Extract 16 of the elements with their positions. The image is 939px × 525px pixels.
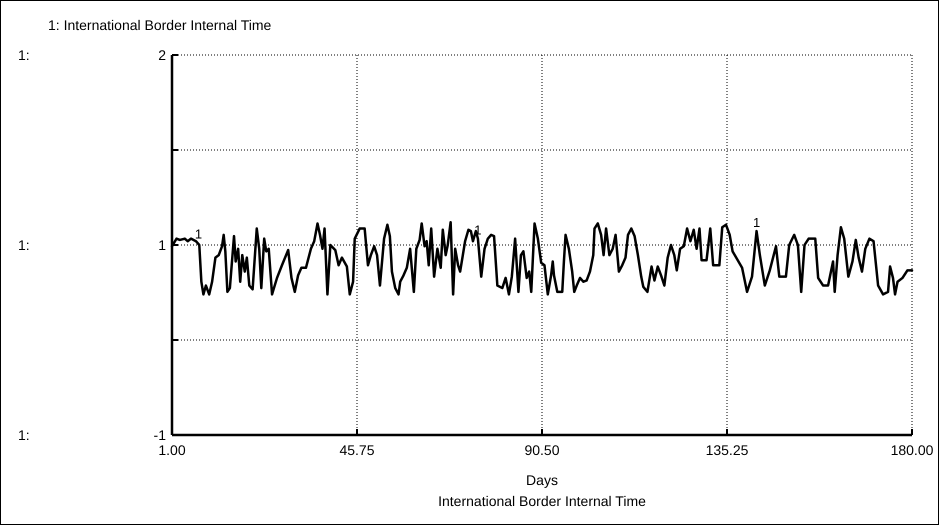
- x-tick-label: 1.00: [158, 442, 186, 458]
- annotation: 1: [194, 226, 202, 242]
- text: 1:: [18, 236, 30, 253]
- x-tick-label: 180.00: [890, 442, 934, 458]
- text: 1:: [18, 426, 30, 443]
- annotation: 1: [752, 215, 760, 230]
- y-tick-label: -1: [154, 426, 166, 443]
- x-tick-label: 45.75: [339, 442, 375, 458]
- chart-title: 1: International Border Internal Time: [48, 17, 272, 33]
- text: 1:: [18, 46, 30, 63]
- y-tick-label: 1: [158, 236, 166, 253]
- x-tick-label: 90.50: [524, 442, 560, 458]
- text: International Border Internal Time: [438, 493, 646, 509]
- x-tick-label: 135.25: [706, 442, 749, 458]
- y-tick-label: 2: [158, 46, 166, 63]
- x-axis-title: Days: [526, 472, 558, 488]
